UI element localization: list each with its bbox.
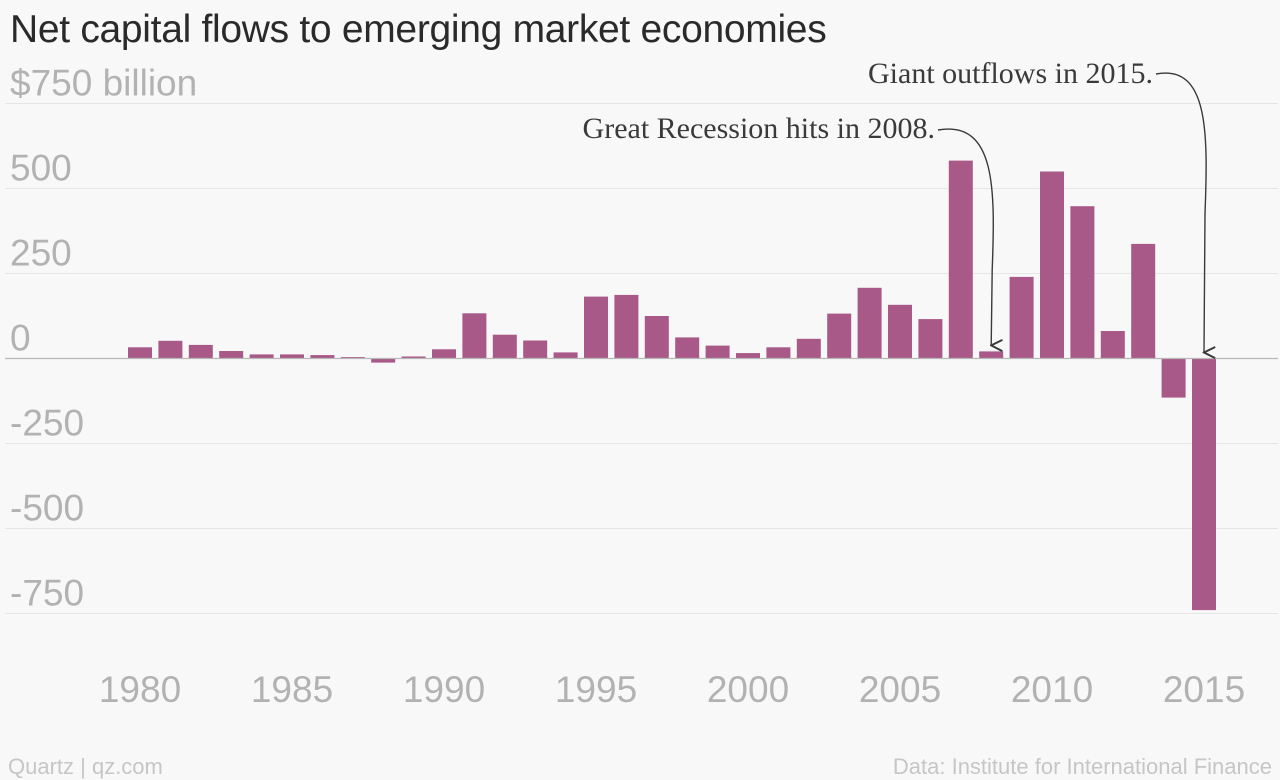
bar-2014: [1161, 358, 1186, 398]
annotation-arrow-2015: [1155, 72, 1206, 352]
annotation-label-2008: Great Recession hits in 2008.: [583, 112, 935, 145]
x-tick-label: 1990: [403, 669, 485, 710]
footer-source-brand: Quartz | qz.com: [8, 754, 163, 779]
bar-2001: [766, 347, 791, 359]
bar-1997: [644, 316, 669, 359]
y-tick-label: -750: [10, 573, 84, 614]
x-tick-label: 2000: [707, 669, 789, 710]
x-tick-label: 1985: [251, 669, 333, 710]
bar-1981: [158, 340, 183, 359]
bar-1991: [462, 313, 487, 359]
bar-1990: [432, 349, 456, 359]
x-tick-label: 2015: [1163, 669, 1245, 710]
bar-2000: [736, 353, 760, 359]
footer-data-credit: Data: Institute for International Financ…: [892, 754, 1272, 779]
y-tick-label: 500: [10, 148, 72, 189]
bar-2015: [1192, 358, 1216, 611]
y-axis-ticks: $750 billion 500 250 0 -250 -500 -750: [10, 63, 197, 614]
y-tick-label: -250: [10, 403, 84, 444]
x-tick-label: 2005: [859, 669, 941, 710]
bar-1998: [675, 337, 700, 359]
bar-1992: [492, 334, 517, 359]
bar-1984: [249, 354, 274, 359]
bar-2006: [918, 319, 943, 359]
bar-1980: [128, 347, 152, 359]
y-tick-label: -500: [10, 488, 84, 529]
x-tick-label: 2010: [1011, 669, 1093, 710]
bar-1985: [280, 354, 304, 359]
gridlines: [5, 103, 1278, 614]
bars: [128, 160, 1216, 611]
y-tick-label: $750 billion: [10, 63, 197, 104]
bar-1994: [553, 352, 578, 359]
bar-1983: [219, 351, 244, 359]
bar-1999: [705, 345, 730, 359]
bar-2008: [979, 351, 1004, 359]
x-tick-label: 1980: [99, 669, 181, 710]
bar-1989: [401, 356, 426, 359]
bar-1986: [310, 355, 335, 359]
x-axis-ticks: 1980 1985 1990 1995 2000 2005 2010 2015: [99, 669, 1245, 710]
annotation-arrow-2008: [937, 128, 993, 345]
annotations: Great Recession hits in 2008. Giant outfl…: [583, 57, 1207, 353]
bar-2002: [796, 338, 821, 359]
bar-1993: [523, 340, 548, 359]
bar-2007: [948, 160, 973, 359]
bar-2004: [857, 287, 882, 359]
bar-2003: [827, 313, 852, 359]
x-tick-label: 1995: [555, 669, 637, 710]
bar-2011: [1070, 206, 1095, 359]
chart-title: Net capital flows to emerging market eco…: [10, 8, 827, 51]
bar-2009: [1009, 276, 1034, 359]
bar-2012: [1100, 331, 1125, 359]
bar-1988: [371, 358, 396, 363]
y-tick-label: 250: [10, 233, 72, 274]
bar-1996: [614, 294, 639, 359]
bar-1982: [188, 344, 213, 359]
y-tick-label: 0: [10, 318, 31, 359]
bar-2013: [1131, 243, 1156, 359]
bar-2005: [888, 304, 912, 359]
bar-1995: [584, 296, 608, 359]
bar-2010: [1040, 171, 1064, 359]
annotation-label-2015: Giant outflows in 2015.: [868, 57, 1153, 90]
bar-1987: [340, 357, 365, 359]
